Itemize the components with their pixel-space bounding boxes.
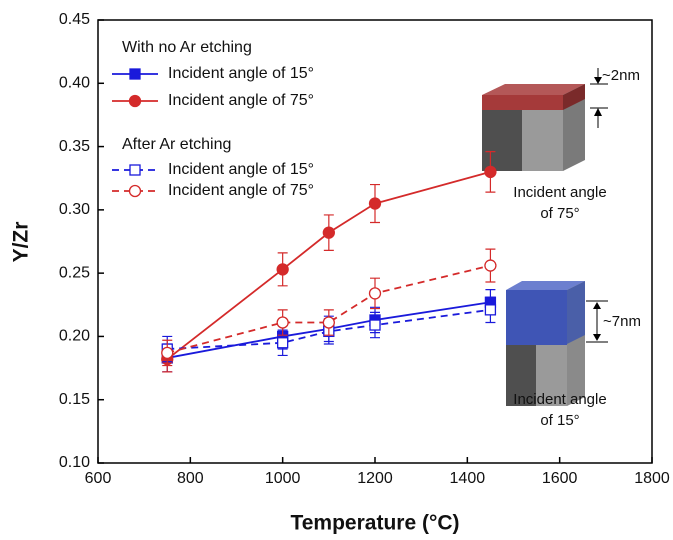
legend-group-title: After Ar etching xyxy=(122,136,231,153)
series-line xyxy=(167,308,491,350)
annotation: Incident angle xyxy=(513,184,606,201)
annotation: ~7nm xyxy=(603,313,641,330)
data-point xyxy=(368,197,382,210)
x-tick-label: 1800 xyxy=(634,470,670,487)
legend-label: Incident angle of 75° xyxy=(168,182,314,199)
x-tick-label: 1600 xyxy=(542,470,578,487)
cube-top xyxy=(482,68,608,171)
data-point xyxy=(276,263,289,276)
data-point xyxy=(368,287,382,300)
x-axis-title: Temperature (°C) xyxy=(290,512,459,535)
data-point xyxy=(161,346,174,360)
data-point xyxy=(484,304,497,316)
y-tick-label: 0.45 xyxy=(59,11,90,28)
y-axis-title: Y/Zr xyxy=(10,222,33,263)
legend-marker xyxy=(129,164,141,176)
x-tick-label: 1000 xyxy=(265,470,301,487)
annotation: of 75° xyxy=(540,205,579,222)
y-tick-label: 0.20 xyxy=(59,328,90,345)
y-tick-label: 0.15 xyxy=(59,391,90,408)
data-point xyxy=(277,337,289,349)
y-tick-label: 0.35 xyxy=(59,138,90,155)
legend-label: Incident angle of 15° xyxy=(168,161,314,178)
data-point xyxy=(322,316,335,329)
legend-group-title: With no Ar etching xyxy=(122,39,252,56)
annotation: Incident angle xyxy=(513,391,606,408)
y-tick-label: 0.40 xyxy=(59,75,90,92)
y-tick-label: 0.10 xyxy=(59,454,90,471)
x-tick-label: 600 xyxy=(85,470,112,487)
cube-bottom xyxy=(506,281,608,406)
data-point xyxy=(369,319,381,331)
data-point xyxy=(322,226,335,239)
x-tick-label: 1200 xyxy=(357,470,393,487)
legend-label: Incident angle of 75° xyxy=(168,92,314,109)
data-point xyxy=(484,165,497,179)
legend-label: Incident angle of 15° xyxy=(168,65,314,82)
data-point xyxy=(276,316,289,329)
legend-marker xyxy=(128,184,142,198)
x-tick-label: 1400 xyxy=(450,470,486,487)
y-tick-label: 0.25 xyxy=(59,264,90,281)
y-tick-label: 0.30 xyxy=(59,201,90,218)
annotation: of 15° xyxy=(540,412,579,429)
annotation: ~2nm xyxy=(602,67,640,84)
x-tick-label: 800 xyxy=(177,470,204,487)
legend-marker xyxy=(128,94,142,108)
data-point xyxy=(484,259,497,272)
legend-marker xyxy=(129,68,141,80)
